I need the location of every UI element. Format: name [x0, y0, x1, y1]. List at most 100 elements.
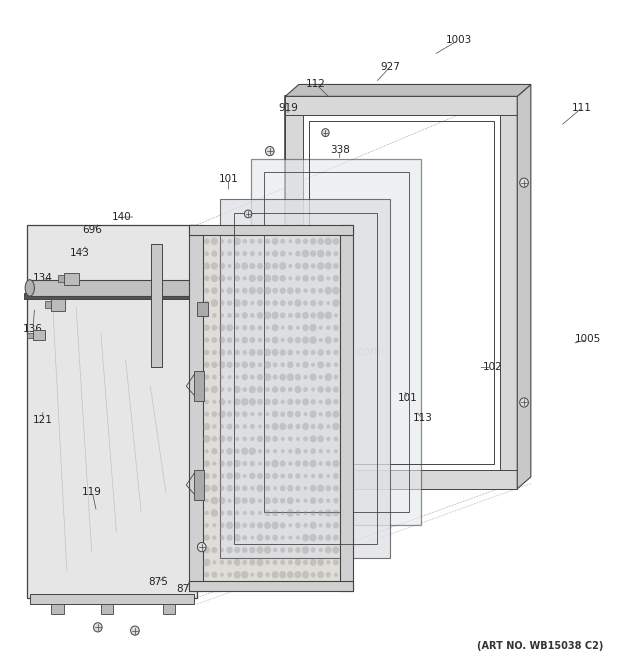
Circle shape [303, 362, 309, 368]
Circle shape [242, 312, 248, 319]
Circle shape [295, 510, 301, 516]
Polygon shape [51, 299, 65, 311]
Circle shape [219, 497, 225, 504]
Circle shape [258, 461, 262, 465]
Circle shape [264, 348, 271, 356]
Circle shape [203, 423, 210, 430]
Circle shape [288, 300, 293, 306]
Circle shape [226, 535, 232, 541]
Circle shape [265, 535, 270, 541]
Circle shape [211, 436, 217, 442]
Circle shape [288, 387, 293, 392]
Circle shape [310, 485, 316, 492]
Circle shape [280, 288, 286, 294]
Circle shape [264, 373, 271, 381]
Circle shape [234, 411, 240, 417]
Circle shape [332, 546, 340, 554]
Circle shape [219, 361, 225, 368]
Circle shape [319, 375, 322, 379]
Circle shape [288, 350, 293, 356]
Circle shape [205, 449, 209, 453]
Circle shape [309, 410, 317, 418]
Circle shape [295, 448, 301, 455]
Polygon shape [30, 594, 193, 604]
Circle shape [334, 313, 338, 317]
Circle shape [243, 511, 247, 515]
Circle shape [234, 350, 240, 355]
Circle shape [242, 288, 247, 293]
Circle shape [220, 424, 224, 428]
Circle shape [219, 523, 224, 528]
Circle shape [235, 338, 239, 342]
Polygon shape [51, 604, 64, 614]
Circle shape [211, 237, 218, 245]
Circle shape [326, 474, 330, 478]
Circle shape [281, 511, 285, 515]
Polygon shape [340, 225, 353, 591]
Circle shape [326, 485, 331, 491]
Circle shape [235, 449, 239, 454]
Circle shape [333, 386, 339, 393]
Circle shape [235, 375, 239, 379]
Circle shape [319, 338, 323, 342]
Circle shape [203, 485, 210, 492]
Circle shape [317, 386, 324, 393]
Circle shape [204, 473, 210, 479]
Circle shape [281, 338, 285, 342]
Circle shape [288, 313, 293, 318]
Circle shape [227, 510, 232, 516]
Circle shape [250, 412, 254, 416]
Polygon shape [285, 97, 517, 115]
Circle shape [280, 373, 286, 381]
Ellipse shape [192, 280, 202, 296]
Circle shape [205, 251, 209, 256]
Circle shape [272, 336, 278, 344]
Circle shape [310, 238, 316, 245]
Circle shape [265, 337, 270, 343]
Circle shape [227, 461, 232, 467]
Polygon shape [151, 244, 162, 367]
Circle shape [265, 387, 270, 392]
Circle shape [280, 251, 286, 256]
Text: eReplacementParts.com: eReplacementParts.com [238, 345, 382, 358]
Circle shape [204, 239, 210, 245]
Circle shape [264, 522, 271, 529]
Circle shape [205, 511, 209, 516]
Circle shape [295, 276, 301, 281]
Circle shape [280, 522, 286, 528]
Circle shape [257, 386, 263, 393]
Circle shape [294, 571, 301, 578]
Circle shape [311, 363, 315, 367]
Polygon shape [33, 330, 45, 340]
Circle shape [326, 301, 330, 305]
Circle shape [220, 375, 224, 379]
Circle shape [249, 547, 255, 553]
Circle shape [288, 535, 292, 540]
Circle shape [250, 424, 255, 429]
Circle shape [219, 486, 224, 491]
Circle shape [234, 299, 241, 307]
Circle shape [280, 275, 286, 282]
Polygon shape [285, 97, 303, 488]
Circle shape [234, 522, 241, 529]
Circle shape [258, 338, 262, 342]
Polygon shape [285, 85, 531, 97]
Circle shape [295, 411, 301, 417]
Circle shape [264, 436, 271, 442]
Circle shape [272, 535, 278, 541]
Circle shape [311, 350, 316, 355]
Text: 140: 140 [224, 568, 244, 578]
Circle shape [309, 336, 317, 344]
Circle shape [228, 498, 232, 503]
Circle shape [326, 522, 331, 528]
Circle shape [280, 473, 285, 479]
Text: 281: 281 [330, 421, 350, 431]
Circle shape [257, 436, 263, 442]
Circle shape [303, 349, 309, 356]
Circle shape [332, 422, 340, 430]
Circle shape [280, 313, 286, 319]
Circle shape [211, 362, 218, 368]
Text: 875: 875 [149, 578, 169, 588]
Polygon shape [27, 225, 197, 598]
Circle shape [211, 547, 218, 553]
